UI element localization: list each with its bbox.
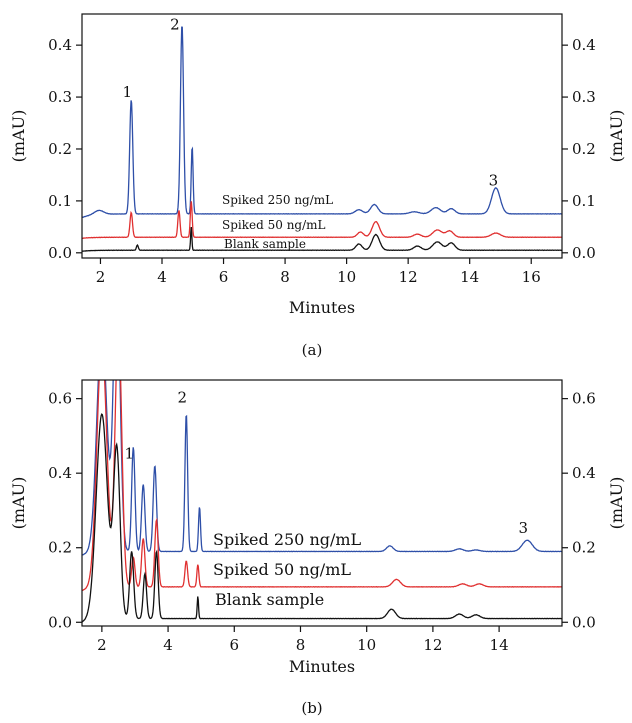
panel-label: (a) xyxy=(302,341,323,359)
y-tick-label-left: 0.0 xyxy=(48,613,72,631)
series-label: Spiked 50 ng/mL xyxy=(222,218,326,232)
y-tick-label-left: 0.0 xyxy=(48,244,72,262)
peak-label: 1 xyxy=(122,83,132,101)
y-tick-label-right: 0.4 xyxy=(572,464,596,482)
panel-label: (b) xyxy=(301,699,322,717)
x-tick-label: 8 xyxy=(296,636,306,654)
peak-label: 1 xyxy=(125,444,135,462)
y-tick-label-left: 0.2 xyxy=(48,140,72,158)
x-tick-label: 4 xyxy=(163,636,173,654)
y-tick-label-right: 0.0 xyxy=(572,244,596,262)
series-label: Spiked 250 ng/mL xyxy=(222,193,333,207)
y-axis-title-right: (mAU) xyxy=(607,477,626,530)
chart-panel-b: 2 4 6 8 10 12 140.0 0.00.2 0.20.4 0.40.6 0.6(mAU)(… xyxy=(9,269,626,717)
y-axis-title-right: (mAU) xyxy=(607,110,626,163)
x-tick-label: 12 xyxy=(423,636,442,654)
peak-label: 2 xyxy=(178,388,188,406)
x-tick-label: 6 xyxy=(219,268,229,286)
x-tick-label: 12 xyxy=(399,268,418,286)
chart-panel-a: 2 4 6 8 10 12 14 160.0 0.00.1 0.10.2 0.20.3 0.30.4 0… xyxy=(9,14,626,359)
y-tick-label-right: 0.3 xyxy=(572,88,596,106)
x-tick-label: 10 xyxy=(357,636,376,654)
series-label: Blank sample xyxy=(215,590,324,609)
y-tick-label-left: 0.4 xyxy=(48,464,72,482)
y-tick-label-left: 0.1 xyxy=(48,192,72,210)
x-tick-label: 10 xyxy=(337,268,356,286)
y-tick-label-right: 0.0 xyxy=(572,613,596,631)
y-tick-label-right: 0.4 xyxy=(572,36,596,54)
peak-label: 3 xyxy=(518,519,528,537)
y-tick-label-left: 0.6 xyxy=(48,390,72,408)
y-tick-label-left: 0.4 xyxy=(48,36,72,54)
x-tick-label: 4 xyxy=(157,268,167,286)
x-tick-label: 14 xyxy=(460,268,479,286)
y-tick-label-left: 0.3 xyxy=(48,88,72,106)
x-tick-label: 6 xyxy=(230,636,240,654)
x-tick-label: 2 xyxy=(96,268,106,286)
series-label: Spiked 50 ng/mL xyxy=(213,560,351,579)
y-axis-title-left: (mAU) xyxy=(9,477,28,530)
x-tick-label: 16 xyxy=(522,268,541,286)
y-tick-label-right: 0.2 xyxy=(572,140,596,158)
x-axis-title: Minutes xyxy=(289,298,355,317)
series-label: Spiked 250 ng/mL xyxy=(213,530,362,549)
series-label: Blank sample xyxy=(224,237,306,251)
series-line-spiked-50-ng-ml xyxy=(82,325,562,590)
y-axis-title-left: (mAU) xyxy=(9,110,28,163)
x-tick-label: 2 xyxy=(97,636,107,654)
y-tick-label-right: 0.1 xyxy=(572,192,596,210)
x-tick-label: 14 xyxy=(490,636,509,654)
peak-label: 2 xyxy=(170,16,180,34)
y-tick-label-right: 0.2 xyxy=(572,539,596,557)
x-tick-label: 8 xyxy=(280,268,290,286)
peak-label: 3 xyxy=(489,171,499,189)
y-tick-label-right: 0.6 xyxy=(572,390,596,408)
x-axis-title: Minutes xyxy=(289,657,355,676)
y-tick-label-left: 0.2 xyxy=(48,539,72,557)
